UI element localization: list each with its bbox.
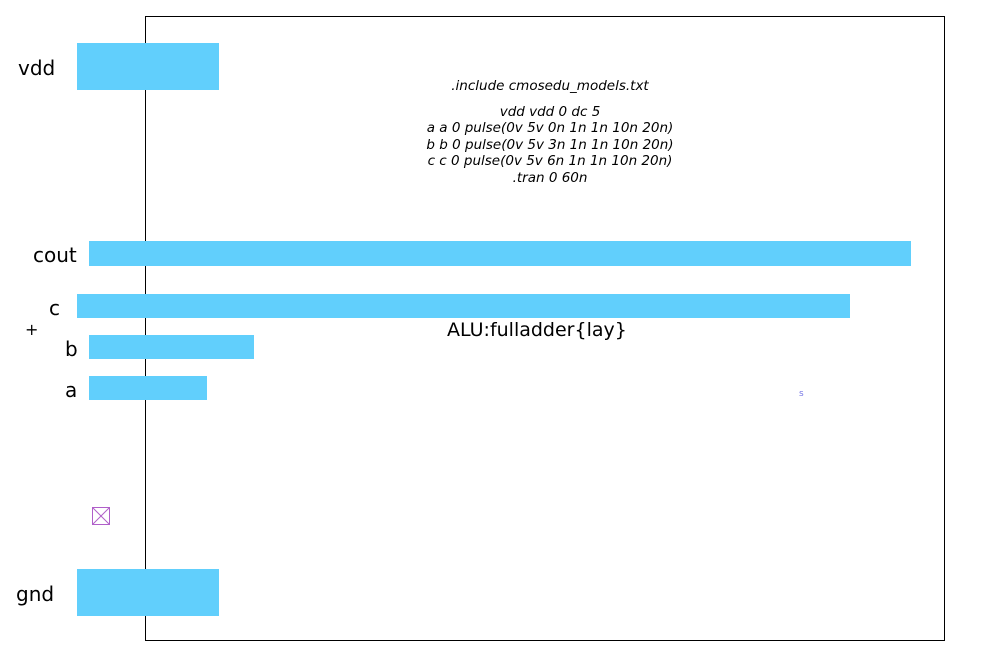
port-label-vdd: vdd <box>18 56 56 80</box>
spice-line: a a 0 pulse(0v 5v 0n 1n 1n 10n 20n) <box>426 120 674 136</box>
a-wire[interactable] <box>89 376 207 400</box>
port-label-gnd: gnd <box>16 582 55 606</box>
port-label-cout: cout <box>33 243 77 267</box>
gnd-rail[interactable] <box>77 569 219 616</box>
cell-name-label: ALU:fulladder{lay} <box>447 319 627 341</box>
port-label-a: a <box>65 378 78 402</box>
marker-label: s <box>799 389 804 399</box>
cell-boundary <box>145 16 945 641</box>
port-label-b: b <box>65 337 78 361</box>
spice-line: vdd vdd 0 dc 5 <box>499 103 601 120</box>
spice-line: b b 0 pulse(0v 5v 3n 1n 1n 10n 20n) <box>426 136 674 153</box>
spice-include-line: .include cmosedu_models.txt <box>451 78 649 94</box>
spice-line: .tran 0 60n <box>512 169 588 186</box>
c-wire[interactable] <box>77 294 850 318</box>
cout-wire[interactable] <box>89 241 911 266</box>
plus-icon: + <box>25 320 39 339</box>
crossed-box-icon[interactable] <box>92 507 110 525</box>
port-label-c: c <box>49 296 60 320</box>
spice-line: c c 0 pulse(0v 5v 6n 1n 1n 10n 20n) <box>427 153 673 169</box>
b-wire[interactable] <box>89 335 254 359</box>
spice-code-text: .include cmosedu_models.txt vdd vdd 0 dc… <box>380 78 720 186</box>
vdd-rail[interactable] <box>77 43 219 90</box>
